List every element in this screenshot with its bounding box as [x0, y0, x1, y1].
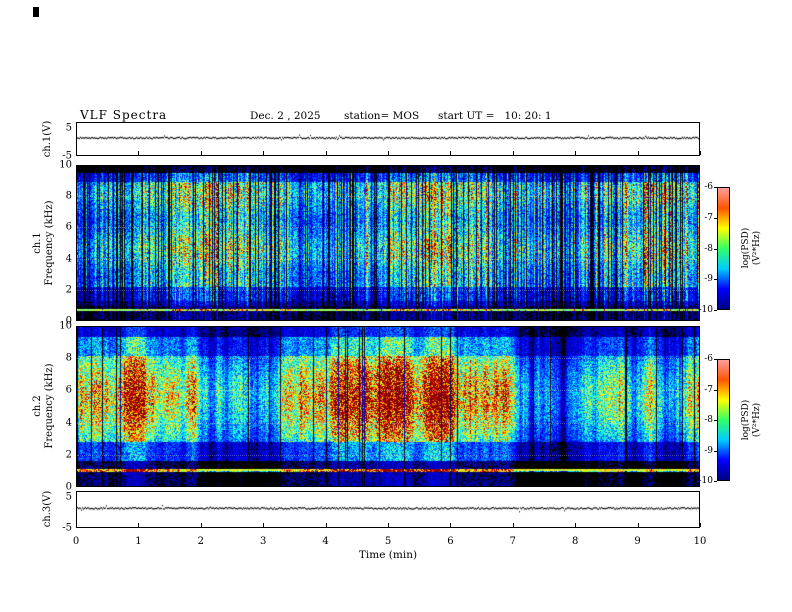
ch2-frequency-axis-label: ch.2 Frequency (kHz) [32, 363, 55, 449]
colorbar-tick-mark [714, 310, 717, 311]
y-tick-label: 4 [65, 417, 72, 429]
y-tick-label: 10 [59, 320, 72, 332]
y-tick-label: 2 [65, 284, 72, 296]
y-tick-label: 8 [65, 352, 72, 364]
x-tick-mark [450, 523, 452, 527]
x-tick-mark [263, 523, 265, 527]
x-tick-label: 0 [72, 536, 80, 547]
plot-title: VLF Spectra [80, 108, 168, 122]
y-tick-label: 2 [65, 449, 72, 461]
x-tick-label: 9 [634, 536, 641, 547]
y-tick-label: 4 [65, 253, 72, 265]
ch1-voltage-panel [76, 122, 700, 156]
colorbar [717, 359, 730, 481]
plot-start-ut: start UT = 10: 20: 1 [438, 110, 552, 122]
ch3-voltage-trace-canvas [77, 492, 699, 527]
y-tick-label: -5 [62, 522, 72, 534]
gridline [77, 358, 699, 359]
colorbar-tick-mark [714, 420, 717, 421]
ch2-spectrogram-canvas [77, 327, 699, 486]
y-tick-label: 6 [65, 221, 72, 233]
y-tick-label: 5 [65, 491, 72, 503]
x-tick-mark [388, 151, 389, 155]
colorbar-tick-label: -10 [698, 476, 714, 486]
cursor-artifact [33, 7, 39, 17]
x-tick-mark [575, 151, 577, 155]
colorbar-tick-label: -9 [704, 445, 713, 456]
colorbar-tick-mark [714, 359, 717, 360]
gridline [77, 290, 699, 291]
x-tick-mark [138, 523, 140, 527]
x-tick-mark [575, 523, 577, 527]
gridline [77, 227, 699, 228]
ch1-spectrogram-canvas [77, 166, 699, 320]
x-tick-mark [388, 523, 389, 527]
y-tick-label: 5 [65, 122, 72, 134]
x-tick-label: 3 [260, 536, 267, 547]
y-tick-label: 10 [59, 159, 72, 171]
x-tick-mark [263, 151, 265, 155]
colorbar [717, 187, 730, 310]
colorbar-ch2-label: log(PSD)(V²*Hz) [741, 399, 762, 441]
x-tick-mark [325, 151, 327, 155]
y-tick-label: 6 [65, 384, 72, 396]
x-tick-label: 5 [384, 536, 392, 547]
plot-station: station= MOS [344, 110, 420, 122]
plot-date: Dec. 2 , 2025 [250, 110, 321, 122]
x-tick-label: 8 [572, 536, 579, 547]
gridline [77, 259, 699, 260]
colorbar-tick-label: -7 [704, 212, 713, 223]
x-tick-label: 7 [509, 536, 516, 547]
colorbar-tick-mark [714, 217, 717, 219]
ch1-spectrogram-panel [76, 165, 700, 321]
x-tick-mark [200, 523, 202, 527]
x-tick-label: 6 [447, 536, 454, 547]
ch1-voltage-trace-canvas [77, 123, 699, 155]
colorbar-tick-mark [714, 450, 717, 452]
x-tick-mark [325, 523, 327, 527]
x-tick-label: 10 [693, 536, 707, 547]
y-tick-label: 0 [65, 481, 72, 493]
x-tick-mark [700, 523, 701, 527]
x-tick-mark [138, 151, 140, 155]
y-tick-label: 0 [65, 315, 72, 327]
ch1-frequency-axis-label: ch.1 Frequency (kHz) [32, 200, 55, 286]
colorbar-tick-mark [714, 248, 717, 250]
x-tick-label: 4 [322, 536, 329, 547]
colorbar-tick-label: -6 [704, 182, 713, 192]
colorbar-tick-label: -8 [704, 243, 713, 254]
gridline [77, 455, 699, 456]
colorbar-tick-label: -7 [704, 384, 713, 395]
colorbar-ch1-label: log(PSD)(V²*Hz) [741, 227, 762, 269]
colorbar-tick-label: -8 [704, 415, 713, 425]
gridline [77, 196, 699, 197]
x-tick-mark [637, 523, 639, 527]
x-tick-mark [76, 151, 77, 155]
y-tick-label: 8 [65, 190, 72, 202]
x-tick-label: 2 [197, 536, 204, 547]
ch3-voltage-panel [76, 491, 700, 528]
ch2-spectrogram-panel [76, 326, 700, 487]
x-tick-mark [450, 151, 452, 155]
x-tick-mark [200, 151, 202, 155]
x-tick-mark [512, 151, 514, 155]
colorbar-tick-label: -6 [704, 354, 713, 364]
colorbar-tick-label: -10 [698, 305, 714, 315]
y-tick-label: -5 [62, 150, 72, 162]
time-axis-label: Time (min) [358, 549, 418, 561]
x-tick-mark [76, 523, 77, 527]
colorbar-tick-mark [714, 481, 717, 482]
colorbar-tick-label: -9 [704, 274, 713, 285]
x-tick-label: 1 [135, 536, 142, 547]
x-tick-mark [637, 151, 639, 155]
gridline [77, 423, 699, 424]
colorbar-tick-mark [714, 389, 717, 391]
gridline [77, 390, 699, 391]
colorbar-tick-mark [714, 279, 717, 281]
x-tick-mark [512, 523, 514, 527]
x-tick-mark [700, 151, 701, 155]
colorbar-tick-mark [714, 187, 717, 188]
